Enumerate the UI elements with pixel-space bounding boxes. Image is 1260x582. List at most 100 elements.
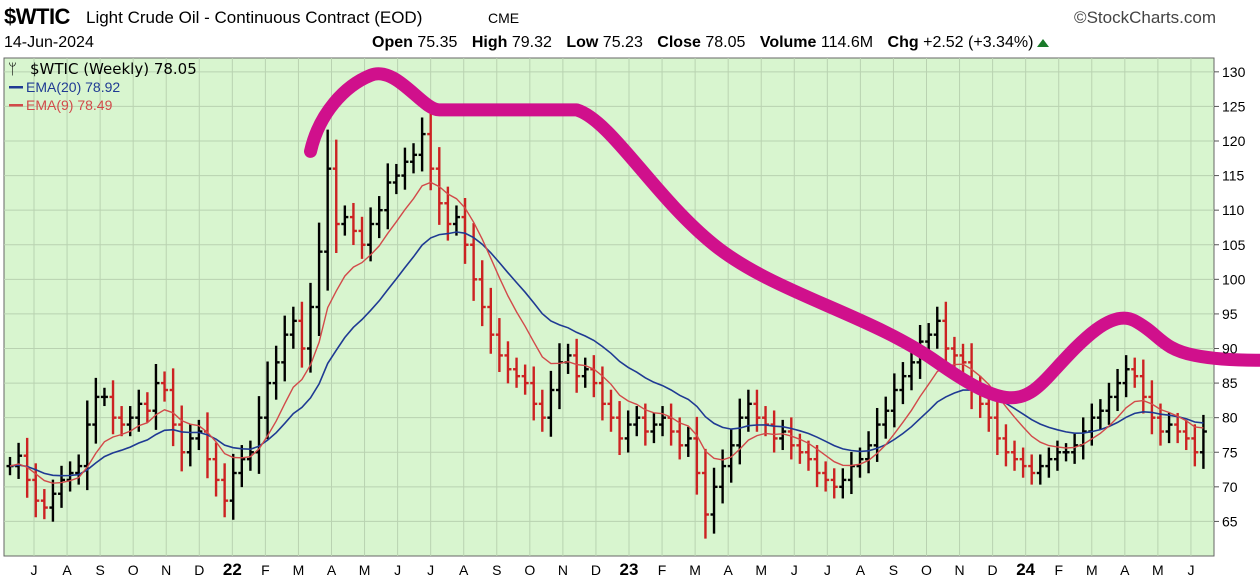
ohlc-bar <box>246 440 254 471</box>
y-tick-label: 115 <box>1222 168 1245 184</box>
ohlc-bar <box>1053 440 1061 471</box>
ohlc-bar <box>701 448 709 539</box>
ohlc-bar <box>1062 443 1070 462</box>
y-tick-label: 80 <box>1222 410 1238 426</box>
ohlc-bar <box>856 447 864 478</box>
x-tick-label: J <box>824 562 831 578</box>
ohlc-bar <box>933 306 941 349</box>
ohlc-bar <box>195 419 203 451</box>
ohlc-bar <box>427 112 435 191</box>
ohlc-bar <box>942 301 950 368</box>
ohlc-bar <box>787 417 795 460</box>
close-label: Close <box>657 34 701 51</box>
ohlc-bar <box>487 287 495 354</box>
ohlc-bar <box>1122 355 1130 398</box>
volume-value: 114.6M <box>820 34 874 51</box>
ohlc-bar <box>161 371 169 402</box>
x-tick-label: F <box>658 562 667 578</box>
legend-ema20: EMA(20) 78.92 <box>26 79 120 95</box>
ohlc-bar <box>1114 368 1122 412</box>
ohlc-bar <box>495 318 503 373</box>
ohlc-bar <box>890 373 898 428</box>
ohlc-bar <box>470 223 478 301</box>
high-label: High <box>471 34 508 51</box>
ohlc-bar <box>221 463 229 518</box>
ohlc-bar <box>100 387 108 407</box>
ohlc-bar <box>504 341 512 384</box>
ohlc-readout: Open 75.35 High 79.32 Low 75.23 Close 78… <box>372 34 1050 52</box>
ohlc-bar <box>307 282 314 373</box>
ohlc-bar <box>865 431 873 474</box>
ohlc-bar <box>1019 447 1027 478</box>
ohlc-bar <box>32 463 40 518</box>
y-tick-label: 125 <box>1222 98 1246 114</box>
ohlc-bar <box>813 445 821 488</box>
x-tick-label: M <box>1152 562 1164 578</box>
ohlc-bar <box>1071 433 1079 464</box>
ohlc-bar <box>624 410 632 453</box>
ohlc-bar <box>75 454 83 485</box>
ohlc-bar <box>152 363 160 430</box>
x-tick-label: A <box>856 562 866 578</box>
ohlc-bar <box>1036 454 1044 485</box>
ohlc-bar <box>899 362 907 405</box>
ohlc-bar <box>264 361 272 440</box>
x-tick-label: A <box>723 562 733 578</box>
ohlc-bar <box>83 400 91 491</box>
ohlc-bar <box>1131 357 1139 388</box>
ohlc-bar <box>1156 403 1164 446</box>
x-tick-label: O <box>524 562 535 578</box>
x-tick-label: S <box>492 562 501 578</box>
x-tick-label: O <box>921 562 932 578</box>
ohlc-bar <box>993 401 1001 456</box>
ohlc-bar <box>547 370 555 437</box>
y-tick-label: 110 <box>1222 202 1245 218</box>
y-tick-label: 105 <box>1222 237 1246 253</box>
ohlc-bar <box>178 405 186 472</box>
y-tick-label: 100 <box>1222 271 1246 287</box>
x-tick-label: A <box>62 562 72 578</box>
ohlc-bar <box>736 398 744 465</box>
ohlc-bar <box>659 406 667 437</box>
x-tick-label: M <box>359 562 371 578</box>
x-tick-label: F <box>261 562 270 578</box>
ohlc-bar <box>272 345 280 400</box>
ohlc-bar <box>109 380 117 435</box>
ohlc-bar <box>118 406 126 437</box>
y-tick-label: 95 <box>1222 306 1238 322</box>
ema9-line <box>9 181 1204 484</box>
x-tick-label: J <box>1187 562 1194 578</box>
ohlc-bar <box>1165 412 1173 444</box>
x-tick-label: 24 <box>1016 560 1035 579</box>
x-tick-label: D <box>591 562 601 578</box>
ohlc-bar <box>1105 382 1113 425</box>
ohlc-bar <box>375 196 383 239</box>
ohlc-bar <box>298 301 306 368</box>
y-tick-label: 65 <box>1222 513 1238 529</box>
ohlc-bar <box>950 336 958 368</box>
ohlc-bar <box>839 468 847 499</box>
ohlc-bar <box>324 129 332 291</box>
ohlc-bar <box>693 416 701 495</box>
x-tick-label: N <box>954 562 964 578</box>
ohlc-bar <box>1028 454 1036 485</box>
ohlc-bar <box>538 389 546 432</box>
x-tick-label: D <box>194 562 204 578</box>
x-tick-label: A <box>1120 562 1130 578</box>
ohlc-bar <box>684 426 692 457</box>
ohlc-bar <box>315 222 323 337</box>
x-tick-label: 22 <box>223 560 242 579</box>
ohlc-bar <box>641 403 649 446</box>
x-tick-label: S <box>95 562 104 578</box>
ohlc-bar <box>169 368 177 447</box>
x-tick-label: A <box>327 562 337 578</box>
ohlc-bar <box>1011 440 1019 471</box>
low-label: Low <box>566 34 599 51</box>
close-value: 78.05 <box>705 34 746 51</box>
chg-value: +2.52 (+3.34%) <box>923 34 1034 51</box>
legend-ema20-swatch <box>9 86 23 89</box>
ohlc-bar <box>452 205 460 236</box>
ohlc-bar <box>710 467 718 534</box>
volume-label: Volume <box>759 34 817 51</box>
ohlc-bar <box>573 338 581 393</box>
